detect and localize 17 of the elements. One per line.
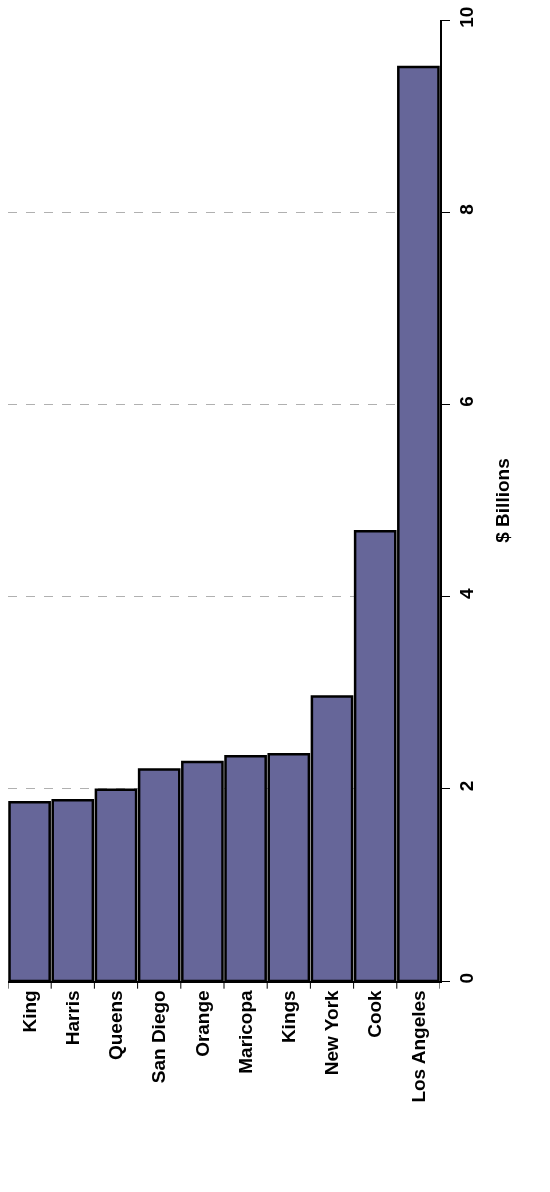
x-tick-label: King bbox=[18, 990, 40, 1033]
y-axis-title: $ Billions bbox=[491, 458, 513, 543]
y-tick-label: 8 bbox=[455, 204, 477, 215]
y-tick-label: 10 bbox=[455, 6, 477, 28]
x-tick-label: Queens bbox=[105, 990, 127, 1061]
x-tick-label: Harris bbox=[61, 990, 83, 1046]
x-tick-label: New York bbox=[321, 989, 343, 1076]
y-tick-label: 0 bbox=[455, 972, 477, 984]
x-tick-label: Kings bbox=[277, 990, 299, 1044]
x-tick-label: Los Angeles bbox=[407, 990, 429, 1103]
x-tick-label: Orange bbox=[191, 990, 213, 1057]
x-tick-label: San Diego bbox=[148, 990, 170, 1084]
y-tick-label: 4 bbox=[455, 588, 477, 600]
x-tick-label: Maricopa bbox=[234, 989, 256, 1074]
y-tick-label: 6 bbox=[455, 396, 477, 407]
y-tick-label: 2 bbox=[455, 780, 477, 792]
x-tick-label: Cook bbox=[364, 989, 386, 1038]
